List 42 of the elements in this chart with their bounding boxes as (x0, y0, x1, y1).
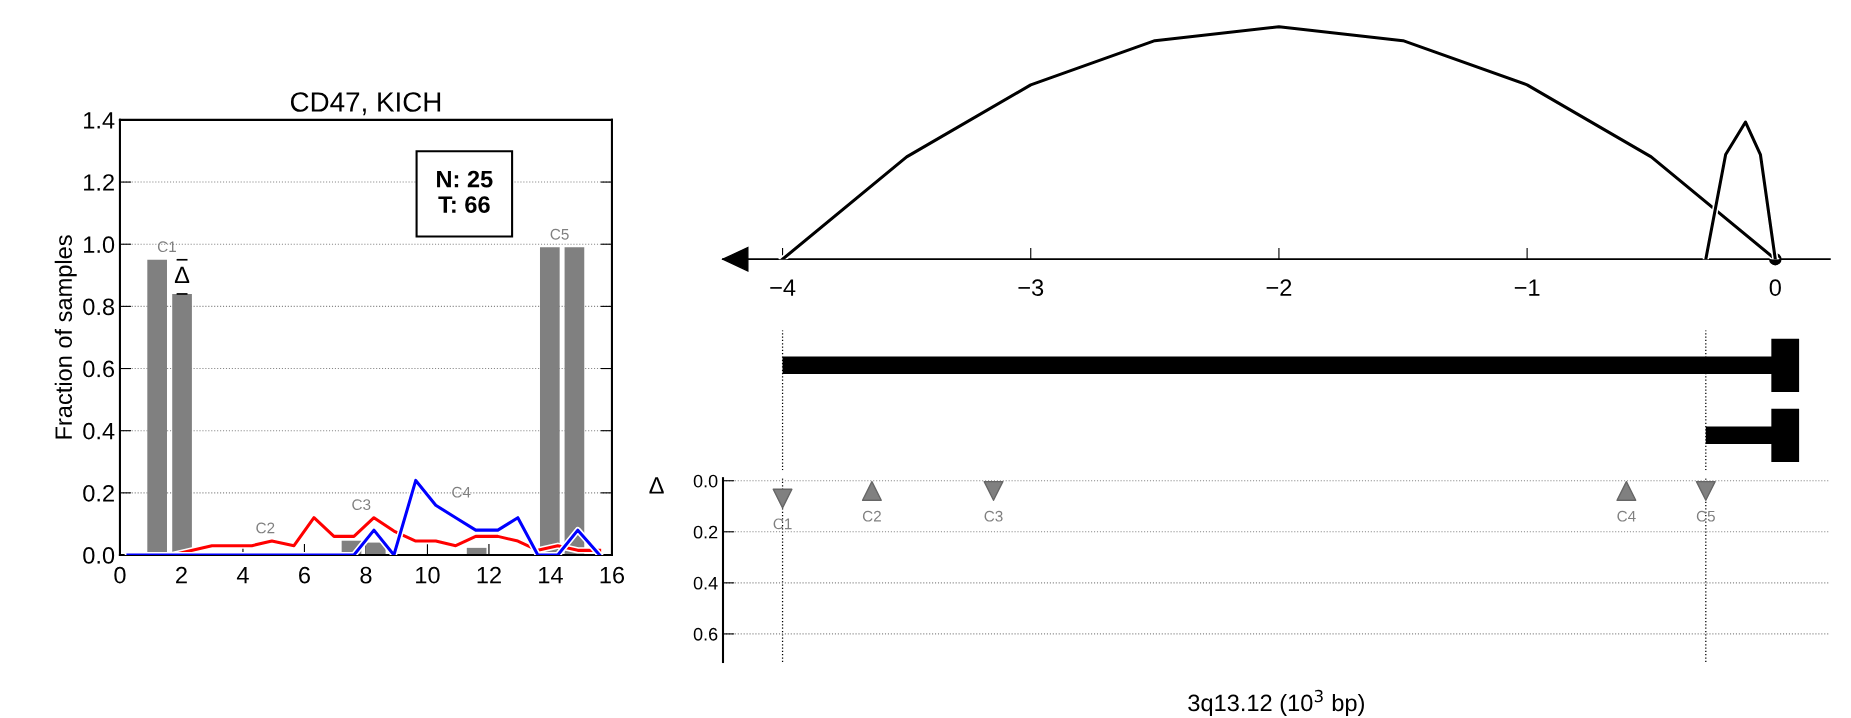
annotation: C2 (256, 522, 275, 534)
y-tick-label: 0.0 (83, 547, 115, 564)
x-tick-label: −1 (1514, 279, 1540, 296)
data-label: C5 (1696, 510, 1715, 522)
x-tick-label: 2 (176, 566, 187, 584)
y-axis-title: Fraction of samples (54, 235, 77, 439)
x-tick-label: −4 (770, 279, 796, 296)
annotation: C3 (352, 499, 371, 511)
x-tick-label: 8 (360, 566, 372, 584)
data-label: C2 (862, 510, 881, 522)
data-label: C3 (984, 510, 1003, 522)
x-tick-label: 0 (114, 566, 126, 584)
y-tick-label: 1.0 (84, 236, 115, 254)
x-tick-label: 4 (236, 566, 249, 584)
y-axis-title: Δ (649, 477, 664, 494)
y-tick-label: 0.6 (83, 360, 115, 378)
x-tick-label: −2 (1266, 279, 1292, 296)
x-tick-label: 10 (416, 566, 440, 584)
annotation: C5 (550, 228, 569, 240)
y-tick-label: 0.2 (693, 525, 718, 539)
y-tick-label: 0.0 (693, 474, 718, 488)
x-tick-label: 14 (539, 566, 563, 584)
annotation: C4 (452, 486, 471, 498)
y-tick-label: 0.4 (693, 576, 718, 590)
data-label: C1 (773, 518, 792, 530)
x-tick-label: 12 (477, 566, 501, 584)
data-label: C4 (1617, 510, 1636, 522)
y-tick-label: 0.4 (83, 422, 115, 440)
annotation: C1 (157, 241, 176, 253)
y-tick-label: 1.2 (84, 174, 114, 191)
annotation: N: 25 T: 66 (437, 170, 493, 213)
x-tick-label: −3 (1018, 279, 1044, 296)
y-tick-label: 0.8 (83, 298, 115, 316)
y-tick-label: 0.6 (693, 627, 718, 641)
x-axis-title: 3q13.12 (10$^{3}$ bp) (1188, 689, 1364, 716)
x-tick-label: 16 (600, 566, 625, 584)
x-tick-label: 6 (299, 566, 310, 584)
chart-title: CD47, KICH (290, 92, 441, 116)
y-tick-label: 1.4 (84, 112, 115, 129)
y-tick-label: 0.2 (83, 484, 114, 502)
annotation: Δ (174, 266, 190, 283)
x-tick-label: 0 (1769, 279, 1781, 296)
